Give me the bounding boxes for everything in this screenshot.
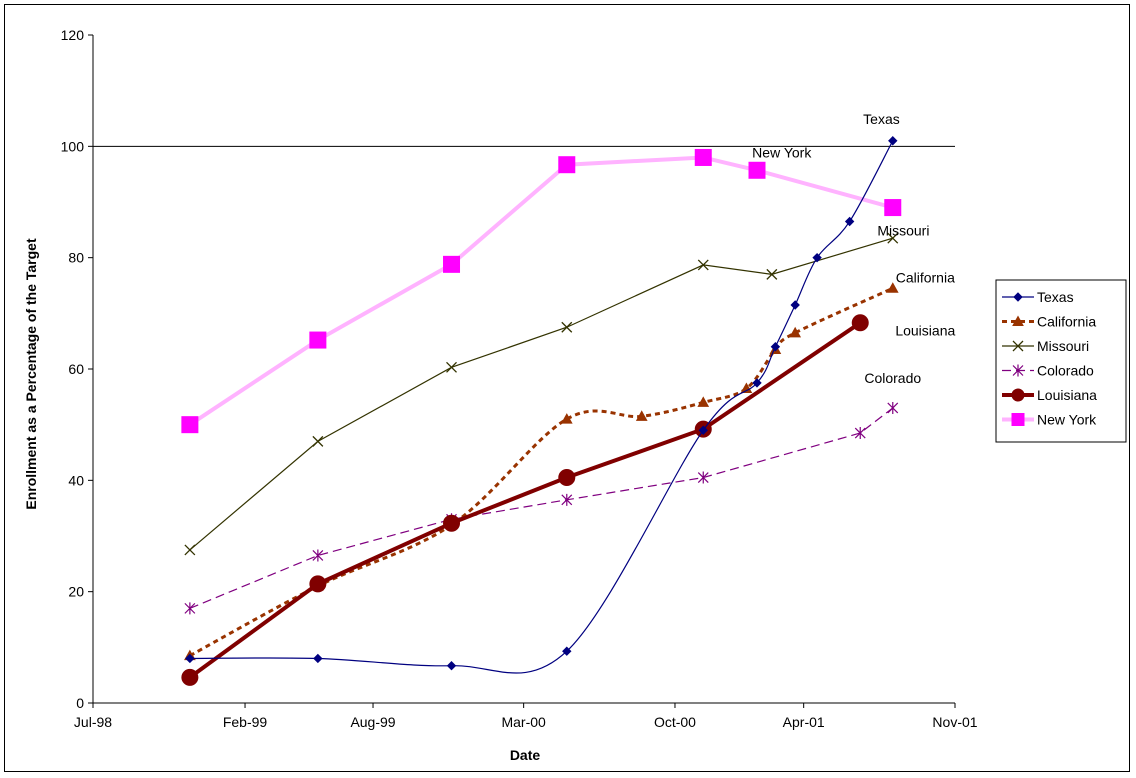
line-chart: 0 20 40 60 80 100 120 Jul-98 Feb-99 Aug-99 Mar-00 O… bbox=[23, 27, 1127, 763]
data-point-california bbox=[635, 410, 648, 421]
legend-item-louisiana: Louisiana bbox=[1002, 387, 1097, 403]
data-point-missouri bbox=[766, 268, 778, 280]
series-new-york bbox=[181, 148, 902, 434]
annotation-label: Louisiana bbox=[895, 323, 955, 339]
legend-label: New York bbox=[1037, 412, 1097, 428]
data-point-new-york bbox=[443, 255, 461, 273]
x-tick-label: Mar-00 bbox=[501, 714, 546, 730]
annotation-label: Texas bbox=[863, 111, 900, 127]
data-point-california bbox=[886, 282, 899, 293]
data-point-new-york bbox=[309, 331, 327, 349]
series-colorado bbox=[184, 401, 899, 615]
annotation-label: California bbox=[896, 270, 955, 286]
y-tick-label: 60 bbox=[68, 361, 84, 377]
x-axis-title: Date bbox=[510, 747, 541, 763]
data-point-texas bbox=[790, 300, 800, 310]
data-point-texas bbox=[812, 252, 822, 263]
data-point-texas bbox=[888, 136, 898, 146]
x-tick-label: Feb-99 bbox=[223, 714, 268, 730]
series-missouri bbox=[184, 232, 899, 556]
data-point-new-york bbox=[748, 161, 766, 179]
data-point-california bbox=[740, 382, 753, 393]
y-tick-label: 120 bbox=[61, 27, 85, 43]
data-point-colorado bbox=[184, 602, 196, 615]
data-point-texas bbox=[752, 378, 762, 388]
series-annotations: Texas New York Missouri California Louisiana… bbox=[752, 111, 955, 386]
legend-label: Missouri bbox=[1037, 338, 1089, 354]
data-point-missouri bbox=[184, 544, 196, 556]
x-tick-label: Nov-01 bbox=[932, 714, 977, 730]
data-point-texas bbox=[562, 646, 572, 656]
chart-frame: 0 20 40 60 80 100 120 Jul-98 Feb-99 Aug-99 Mar-00 O… bbox=[4, 4, 1130, 772]
data-point-california bbox=[697, 396, 710, 407]
y-tick-label: 0 bbox=[76, 695, 84, 711]
data-point-colorado bbox=[854, 427, 866, 440]
legend-item-new-york: New York bbox=[1002, 412, 1097, 428]
legend-swatch-marker bbox=[1012, 340, 1024, 352]
data-point-california bbox=[789, 326, 802, 338]
data-point-texas bbox=[185, 653, 195, 664]
legend-label: Colorado bbox=[1037, 363, 1094, 379]
data-point-colorado bbox=[697, 471, 709, 484]
data-point-new-york bbox=[181, 416, 199, 434]
annotation-label: Colorado bbox=[864, 370, 921, 386]
data-point-missouri bbox=[697, 259, 709, 271]
data-point-texas bbox=[698, 425, 708, 435]
legend-swatch-marker bbox=[1013, 292, 1023, 302]
data-point-louisiana bbox=[443, 514, 461, 532]
data-point-texas bbox=[844, 216, 855, 227]
legend-swatch-marker bbox=[1011, 388, 1025, 402]
series-line-louisiana bbox=[188, 321, 862, 680]
legend-item-california: California bbox=[1002, 314, 1096, 330]
legend-item-colorado: Colorado bbox=[1002, 363, 1094, 379]
annotation-label: New York bbox=[752, 144, 812, 160]
x-tick-label: Oct-00 bbox=[654, 714, 696, 730]
data-point-louisiana bbox=[309, 575, 327, 593]
data-point-texas bbox=[313, 653, 323, 664]
y-axis-title: Enrollment as a Percentage of the Target bbox=[23, 238, 39, 510]
series-line-new-york bbox=[188, 155, 894, 427]
data-point-new-york bbox=[558, 156, 576, 174]
legend-swatch-marker bbox=[1012, 315, 1024, 326]
data-point-louisiana bbox=[181, 668, 199, 686]
data-point-louisiana bbox=[558, 469, 576, 487]
series-line-texas bbox=[189, 140, 894, 674]
data-point-new-york bbox=[694, 148, 712, 166]
series-layer bbox=[181, 136, 902, 686]
y-tick-label: 100 bbox=[61, 138, 85, 154]
y-tick-label: 40 bbox=[68, 472, 84, 488]
x-tick-label: Aug-99 bbox=[350, 714, 395, 730]
data-point-colorado bbox=[312, 549, 324, 562]
legend-label: Louisiana bbox=[1037, 387, 1097, 403]
data-point-missouri bbox=[887, 232, 899, 244]
legend-label: California bbox=[1037, 314, 1096, 330]
data-point-colorado bbox=[561, 493, 573, 506]
data-point-louisiana bbox=[851, 314, 869, 332]
y-tick-label: 80 bbox=[68, 250, 84, 266]
data-point-missouri bbox=[446, 361, 457, 373]
data-point-colorado bbox=[887, 401, 899, 414]
legend-item-texas: Texas bbox=[1002, 289, 1074, 305]
data-point-missouri bbox=[312, 435, 324, 447]
legend-item-missouri: Missouri bbox=[1002, 338, 1089, 354]
series-line-missouri bbox=[189, 237, 893, 551]
data-point-missouri bbox=[561, 321, 573, 333]
annotation-label: Missouri bbox=[877, 222, 929, 238]
legend-label: Texas bbox=[1037, 289, 1074, 305]
data-point-texas bbox=[770, 342, 781, 352]
axes: 0 20 40 60 80 100 120 Jul-98 Feb-99 Aug-99 Mar-00 O… bbox=[61, 27, 978, 730]
data-point-california bbox=[560, 413, 573, 424]
series-texas bbox=[185, 136, 898, 674]
x-tick-label: Jul-98 bbox=[74, 714, 112, 730]
legend-swatch-marker bbox=[1012, 364, 1024, 377]
legend: Texas California Missouri Colorado Louisiana… bbox=[995, 279, 1127, 443]
legend-swatch-marker bbox=[1011, 413, 1025, 426]
y-tick-label: 20 bbox=[68, 584, 84, 600]
data-point-new-york bbox=[884, 199, 902, 217]
x-tick-label: Apr-01 bbox=[783, 714, 825, 730]
data-point-texas bbox=[446, 660, 457, 671]
